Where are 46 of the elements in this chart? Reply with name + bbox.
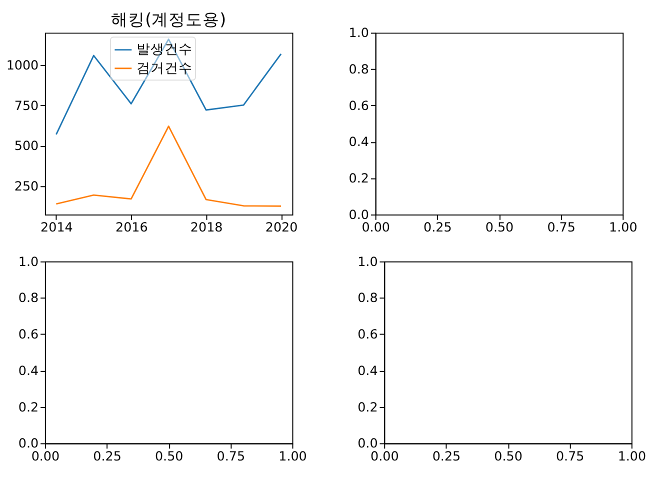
x-tick-label: 0.50 <box>154 448 184 464</box>
y-tick-label: 0.0 <box>18 436 39 451</box>
x-tick-label: 0.25 <box>93 448 122 464</box>
x-tick-label: 1.00 <box>609 220 638 235</box>
x-tick-label: 0.75 <box>556 448 584 464</box>
y-tick-label: 1000 <box>6 58 39 73</box>
x-tick-label: 2014 <box>40 220 73 235</box>
y-tick-label: 0.0 <box>358 436 378 451</box>
y-tick-label: 0.8 <box>348 61 369 76</box>
y-tick-label: 750 <box>14 98 39 113</box>
y-tick-label: 1.0 <box>18 254 39 269</box>
x-tick-label: 0.50 <box>485 220 514 235</box>
x-tick-label: 0.00 <box>370 448 399 464</box>
y-tick-label: 250 <box>14 178 39 194</box>
line-series <box>55 126 282 207</box>
legend-label: 검거건수 <box>136 60 192 76</box>
x-tick-label: 1.00 <box>278 448 307 464</box>
y-tick-label: 0.6 <box>358 326 378 342</box>
y-tick-label: 0.4 <box>358 362 378 378</box>
y-tick-label: 0.2 <box>348 170 369 186</box>
line-series <box>55 38 282 136</box>
x-tick-label: 2020 <box>265 220 298 235</box>
x-tick-label: 2016 <box>115 220 148 235</box>
y-tick-label: 0.8 <box>358 290 378 306</box>
x-tick-label: 0.75 <box>547 220 576 235</box>
y-tick-label: 1.0 <box>348 25 369 40</box>
y-tick-label: 0.0 <box>348 206 369 222</box>
y-tick-label: 500 <box>14 138 39 154</box>
x-tick-label: 0.25 <box>424 220 452 235</box>
y-tick-label: 0.2 <box>18 399 39 414</box>
y-tick-label: 0.4 <box>18 362 39 378</box>
x-tick-label: 0.00 <box>362 220 390 235</box>
y-tick-label: 0.6 <box>18 326 39 342</box>
y-tick-label: 0.8 <box>18 290 39 306</box>
x-tick-label: 0.75 <box>216 448 246 464</box>
y-tick-label: 1.0 <box>358 254 378 269</box>
y-tick-label: 0.4 <box>348 134 369 150</box>
y-tick-label: 0.6 <box>348 98 369 113</box>
y-tick-label: 0.2 <box>358 399 378 414</box>
x-tick-label: 0.00 <box>31 448 60 464</box>
x-tick-label: 0.25 <box>432 448 461 464</box>
x-tick-label: 0.50 <box>494 448 522 464</box>
x-tick-label: 2018 <box>190 220 223 235</box>
chart-title: 해킹(계정도용) <box>111 10 226 29</box>
x-tick-label: 1.00 <box>618 448 646 464</box>
legend-label: 발생건수 <box>136 42 192 58</box>
